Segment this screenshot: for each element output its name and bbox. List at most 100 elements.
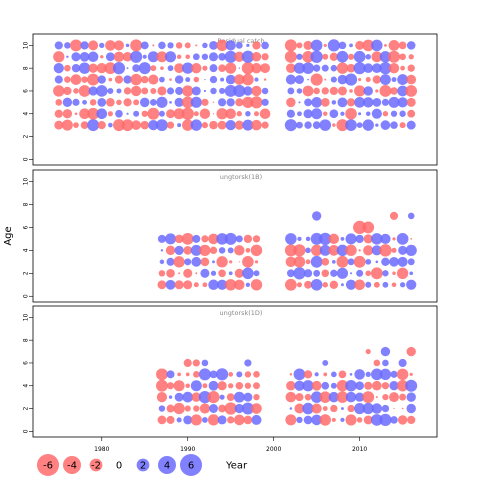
residual-bubble: [250, 279, 263, 291]
residual-bubble: [176, 54, 182, 60]
residual-bubble: [209, 370, 218, 379]
residual-bubble: [261, 121, 269, 129]
residual-bubble: [388, 50, 401, 63]
residual-bubble: [293, 256, 306, 268]
residual-bubble: [400, 65, 405, 71]
residual-bubble: [87, 119, 100, 132]
residual-bubble: [314, 372, 319, 377]
residual-bubble: [147, 107, 160, 120]
residual-bubble: [168, 395, 173, 399]
residual-bubble: [174, 63, 185, 74]
residual-bubble: [78, 62, 91, 74]
residual-bubble: [191, 63, 202, 74]
residual-bubble: [175, 86, 184, 95]
residual-bubble: [327, 39, 340, 52]
residual-bubble: [302, 380, 314, 392]
residual-bubble: [95, 85, 108, 97]
residual-bubble: [177, 123, 182, 128]
residual-bubble: [190, 380, 202, 392]
residual-bubble: [126, 67, 129, 70]
residual-bubble: [261, 98, 269, 106]
residual-bubble: [305, 236, 311, 242]
residual-bubble: [362, 39, 375, 52]
residual-bubble: [391, 282, 397, 288]
residual-bubble: [243, 234, 253, 244]
residual-bubble: [253, 382, 260, 390]
residual-bubble: [252, 235, 261, 243]
residual-bubble: [390, 121, 398, 129]
y-tick-label: 8: [23, 338, 30, 342]
residual-bubble: [253, 393, 260, 401]
residual-bubble: [345, 391, 357, 403]
residual-bubble: [164, 51, 177, 63]
residual-bubble: [406, 346, 416, 357]
residual-bubble: [88, 40, 99, 51]
residual-bubble: [105, 40, 116, 51]
residual-bubble: [177, 372, 181, 377]
residual-bubble: [390, 110, 398, 117]
residual-bubble: [165, 279, 176, 290]
residual-bubble: [254, 260, 259, 264]
residual-bubble: [155, 379, 168, 392]
residual-bubble: [311, 108, 323, 120]
y-tick-label: 6: [23, 225, 30, 229]
legend-bubble: [63, 456, 81, 474]
residual-bubble: [371, 51, 383, 63]
residual-bubble: [310, 39, 323, 52]
residual-bubble: [251, 119, 262, 131]
residual-bubble: [405, 379, 418, 392]
residual-bubble: [225, 119, 236, 131]
residual-bubble: [354, 85, 366, 97]
residual-bubble: [53, 51, 65, 63]
residual-bubble: [160, 66, 164, 71]
residual-bubble: [371, 39, 383, 52]
residual-bubble: [324, 78, 327, 81]
residual-bubble: [216, 256, 228, 268]
residual-bubble: [407, 64, 415, 72]
residual-bubble: [285, 256, 297, 268]
residual-bubble: [236, 111, 242, 117]
y-tick-label: 4: [23, 248, 30, 252]
residual-bubble: [381, 382, 390, 390]
residual-bubble: [251, 63, 262, 74]
residual-bubble: [293, 267, 306, 280]
residual-bubble: [356, 269, 364, 277]
residual-bubble: [78, 85, 91, 97]
residual-bubble: [398, 245, 408, 255]
residual-bubble: [298, 101, 301, 104]
residual-bubble: [234, 74, 245, 85]
residual-bubble: [244, 382, 252, 389]
residual-bubble: [380, 346, 391, 357]
y-tick-label: 10: [23, 177, 30, 185]
residual-bubble: [71, 52, 81, 62]
residual-bubble: [228, 372, 234, 377]
residual-bubble: [209, 246, 218, 255]
residual-bubble: [173, 256, 185, 268]
residual-bubble: [208, 380, 219, 391]
residual-bubble: [198, 368, 211, 381]
y-tick-label: 6: [23, 361, 30, 365]
residual-bubble: [208, 279, 219, 291]
residual-bubble: [185, 77, 191, 83]
residual-bubble: [241, 50, 255, 63]
residual-bubble: [108, 77, 113, 82]
residual-bubble: [296, 42, 303, 49]
residual-bubble: [224, 85, 237, 97]
y-tick-label: 10: [23, 313, 30, 321]
residual-bubble: [370, 267, 383, 280]
residual-bubble: [396, 380, 409, 392]
residual-bubble: [81, 76, 88, 83]
residual-bubble: [234, 120, 244, 130]
residual-bubble: [345, 379, 357, 392]
residual-bubble: [363, 86, 373, 96]
legend: -6 -4 -2 0 2 4 6 Year: [36, 453, 248, 477]
residual-bubble: [362, 391, 375, 404]
residual-bubble: [228, 383, 234, 389]
residual-bubble: [201, 416, 208, 423]
residual-bubble: [74, 112, 78, 116]
residual-bubble: [294, 403, 305, 414]
residual-bubble: [176, 417, 182, 423]
residual-bubble: [105, 52, 115, 62]
residual-bubble: [130, 50, 143, 63]
panels: Residual catch 0 2 4 6 8 10 ungtorsk(1B) 0 2 4 6 8 10…: [23, 33, 438, 438]
